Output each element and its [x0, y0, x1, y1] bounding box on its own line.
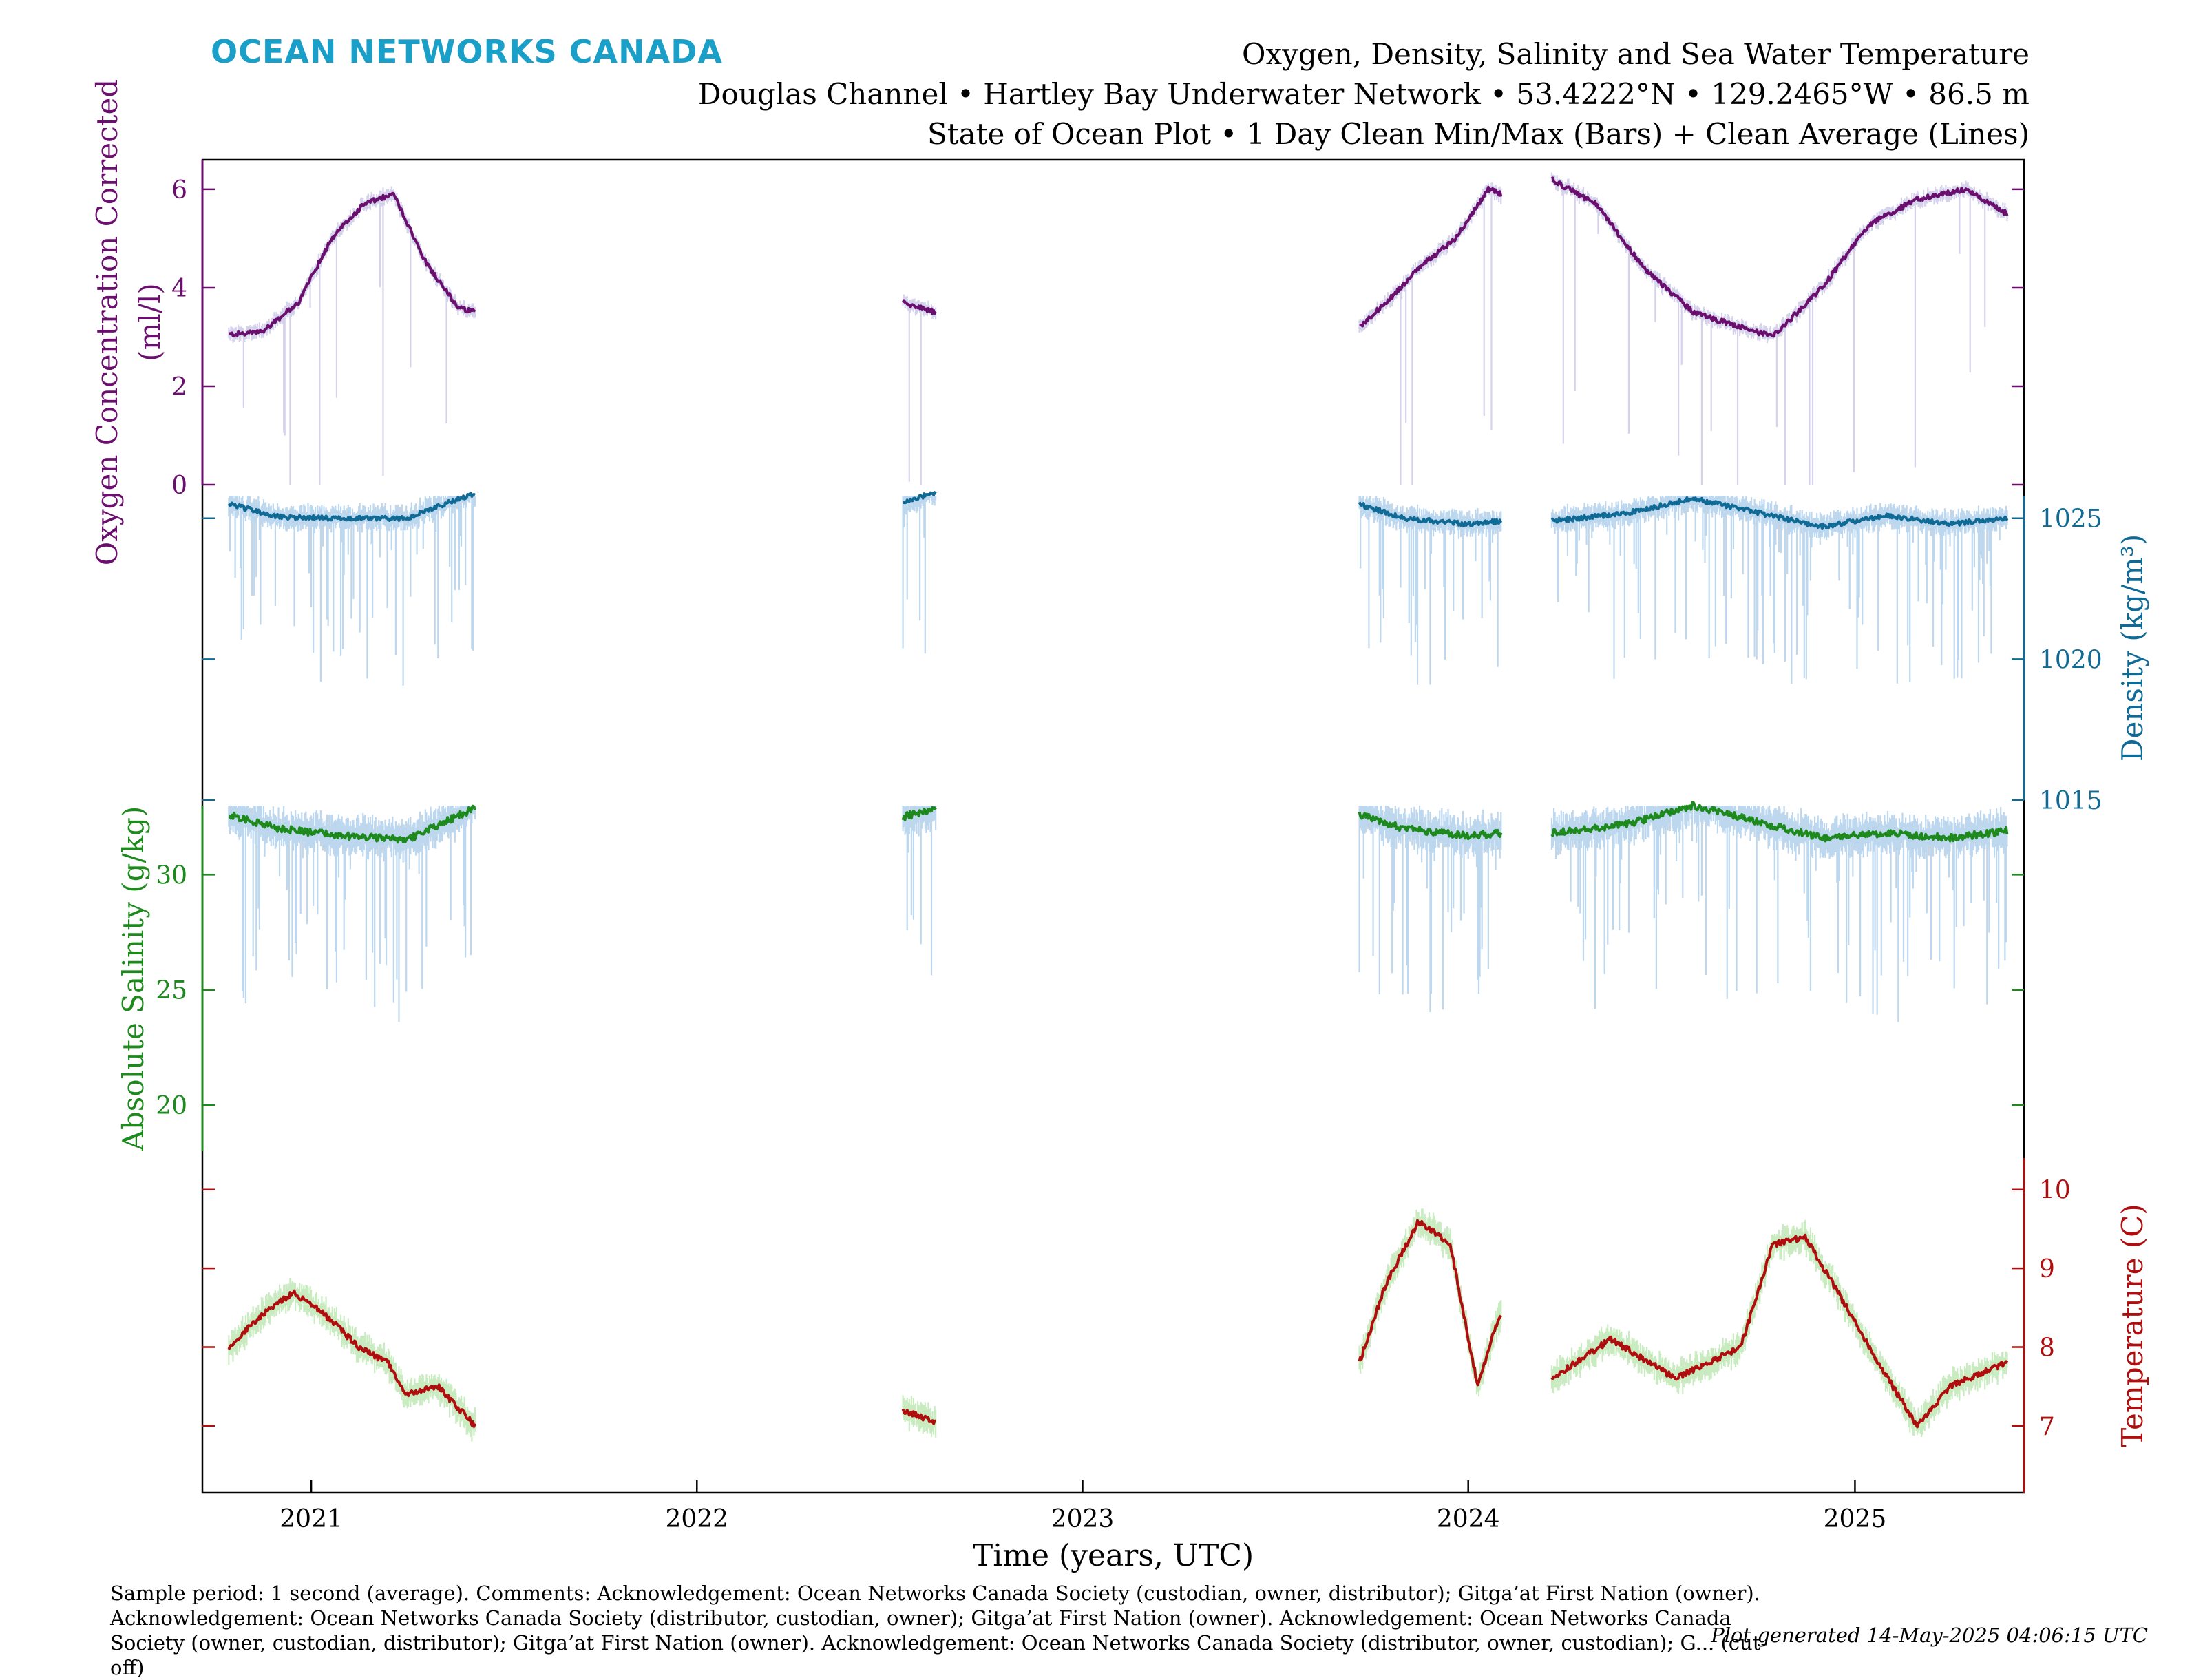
temperature-minmax-bars [228, 1277, 476, 1442]
panel-temperature: 7 8 9 10 Temperature (C) [202, 1158, 2149, 1493]
x-axis-label: Time (years, UTC) [973, 1538, 1254, 1573]
x-tick-label: 2025 [1824, 1505, 1887, 1533]
temperature-minmax-bars [1550, 1219, 2008, 1438]
salinity-minmax-bars [902, 806, 937, 976]
oxygen-average-line [1551, 176, 2009, 338]
oxygen-tick-label: 4 [171, 275, 187, 303]
title-line-1: Oxygen, Density, Salinity and Sea Water … [1242, 37, 2030, 71]
density-tick-label: 1020 [2039, 646, 2102, 674]
oxygen-tick-label: 2 [171, 373, 187, 401]
onc-logo: OCEAN NETWORKS CANADA [211, 33, 723, 70]
density-average-line [227, 492, 476, 522]
oxygen-tick-label: 6 [171, 176, 187, 204]
temperature-average-line [901, 1408, 936, 1425]
oxygen-average-line [228, 191, 476, 338]
salinity-y-label: Absolute Salinity (g/kg) [116, 806, 150, 1152]
density-average-line [1550, 496, 2009, 530]
temperature-tick-label: 9 [2039, 1255, 2055, 1283]
salinity-average-line [1550, 801, 2009, 843]
density-minmax-bars [228, 496, 476, 686]
oxygen-average-line [1359, 185, 1503, 328]
salinity-minmax-bars [1550, 806, 2008, 1022]
temperature-tick-label: 10 [2039, 1177, 2071, 1205]
density-tick-label: 1015 [2039, 787, 2102, 815]
footer-comment: Sample period: 1 second (average). Comme… [110, 1582, 1768, 1679]
temperature-tick-label: 8 [2039, 1334, 2055, 1362]
salinity-tick-label: 20 [156, 1092, 187, 1120]
density-y-label: Density (kg/m³) [2116, 534, 2149, 762]
x-tick-label: 2021 [280, 1505, 343, 1533]
salinity-minmax-bars [228, 806, 476, 1022]
temperature-average-line [1358, 1219, 1502, 1387]
density-average-line [903, 490, 937, 505]
oxygen-minmax-bars [228, 186, 476, 485]
x-tick-label: 2022 [665, 1505, 728, 1533]
oxygen-y-label: Oxygen Concentration Corrected [90, 79, 124, 565]
panel-oxygen: 0 2 4 6 Oxygen Concentration Corrected (ml/l) [90, 79, 2024, 565]
x-tick-label: 2023 [1051, 1505, 1115, 1533]
oxygen-y-label: (ml/l) [133, 283, 167, 361]
density-minmax-bars [1358, 496, 1502, 685]
salinity-average-line [901, 806, 937, 821]
temperature-y-label: Temperature (C) [2116, 1204, 2149, 1447]
x-tick-label: 2024 [1437, 1505, 1500, 1533]
oxygen-average-line [901, 299, 937, 315]
chart-title: Oxygen, Density, Salinity and Sea Water … [698, 34, 2030, 154]
oxygen-minmax-bars [902, 294, 937, 485]
salinity-average-line [228, 804, 476, 844]
salinity-tick-label: 30 [156, 861, 187, 890]
oxygen-tick-label: 0 [171, 472, 187, 500]
temperature-tick-label: 7 [2039, 1413, 2055, 1441]
density-tick-label: 1025 [2039, 505, 2102, 534]
oxygen-minmax-bars [1550, 172, 2008, 485]
density-minmax-bars [902, 496, 937, 654]
oxygen-minmax-bars [1358, 181, 1502, 485]
plot-generated-timestamp: Plot generated 14-May-2025 04:06:15 UTC [1711, 1624, 2148, 1647]
title-line-3: State of Ocean Plot • 1 Day Clean Min/Ma… [927, 117, 2030, 151]
density-average-line [1358, 501, 1503, 527]
temperature-average-line [227, 1289, 476, 1428]
panel-density: 1015 1020 1025 Density (kg/m³) [202, 490, 2149, 815]
title-line-2: Douglas Channel • Hartley Bay Underwater… [697, 77, 2030, 111]
salinity-average-line [1358, 811, 1503, 841]
temperature-average-line [1550, 1233, 2009, 1429]
salinity-tick-label: 25 [156, 977, 187, 1005]
